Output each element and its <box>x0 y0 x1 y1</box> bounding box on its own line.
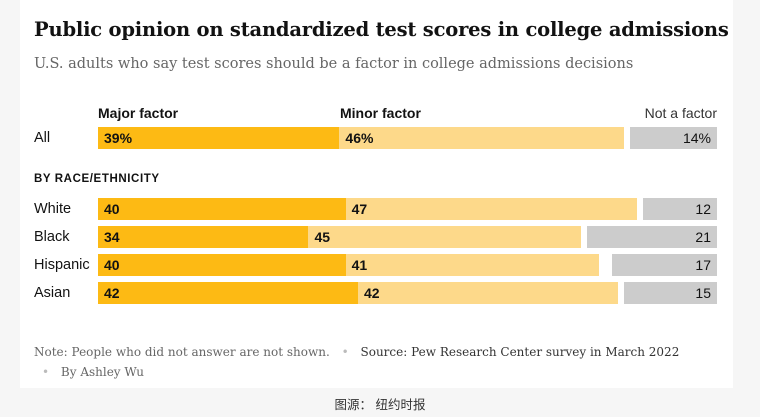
major-factor-bar: 40 <box>98 198 346 220</box>
category-label: Asian <box>34 285 71 301</box>
data-label: 41 <box>351 257 368 273</box>
category-label: Black <box>34 229 70 245</box>
data-label: 42 <box>363 285 380 301</box>
not-a-factor-bar: 12 <box>642 198 717 220</box>
data-label: 34 <box>104 229 120 245</box>
data-label: 40 <box>104 201 120 217</box>
data-label: 21 <box>695 229 711 245</box>
minor-factor-bar: 47 <box>345 198 637 220</box>
category-label: All <box>34 130 51 146</box>
chart-card: Public opinion on standardized test scor… <box>20 0 733 388</box>
bar-row-asian: Asian 42 42 15 <box>20 282 733 304</box>
not-a-factor-bar: 14% <box>630 127 717 149</box>
legend-minor-factor: Minor factor <box>340 105 421 121</box>
minor-factor-bar: 45 <box>308 226 581 248</box>
data-label: 39% <box>104 130 133 146</box>
not-a-factor-bar: 15 <box>624 282 717 304</box>
legend-major-factor: Major factor <box>98 105 179 121</box>
bar-row-hispanic: Hispanic 40 41 17 <box>20 254 733 276</box>
data-label: 12 <box>695 201 711 217</box>
not-a-factor-bar: 21 <box>587 226 717 248</box>
data-label: 47 <box>351 201 368 217</box>
major-factor-bar: 40 <box>98 254 346 276</box>
data-label: 40 <box>104 257 120 273</box>
source-text: Pew Research Center survey in March 2022 <box>411 345 680 359</box>
separator-dot: • <box>42 365 50 379</box>
byline: By Ashley Wu <box>60 365 144 379</box>
major-factor-bar: 42 <box>98 282 358 304</box>
data-label: 42 <box>104 285 120 301</box>
image-credit: 图源： 纽约时报 <box>334 398 426 412</box>
category-label: White <box>34 201 72 217</box>
data-label: 15 <box>695 285 711 301</box>
data-label: 46% <box>345 130 374 146</box>
note-label: Note: <box>34 345 68 359</box>
chart-subtitle: U.S. adults who say test scores should b… <box>34 56 634 72</box>
minor-factor-bar: 41 <box>345 254 600 276</box>
section-label: BY RACE/ETHNICITY <box>34 173 160 185</box>
source-label: Source: <box>360 345 408 359</box>
bar-row-white: White 40 47 12 <box>20 198 733 220</box>
bar-row-all: All 39% 46% 14% <box>20 127 733 149</box>
legend-not-a-factor: Not a factor <box>644 105 717 121</box>
not-a-factor-bar: 17 <box>611 254 717 276</box>
minor-factor-bar: 42 <box>357 282 618 304</box>
separator-dot: • <box>341 345 349 359</box>
minor-factor-bar: 46% <box>339 127 625 149</box>
chart-title: Public opinion on standardized test scor… <box>34 18 729 41</box>
data-label: 14% <box>682 130 711 146</box>
note-text: People who did not answer are not shown. <box>71 345 330 359</box>
category-label: Hispanic <box>34 257 90 273</box>
major-factor-bar: 39% <box>98 127 340 149</box>
data-label: 45 <box>314 229 331 245</box>
major-factor-bar: 34 <box>98 226 309 248</box>
data-label: 17 <box>695 257 711 273</box>
chart-note: Note: People who did not answer are not … <box>34 342 694 382</box>
bar-row-black: Black 34 45 21 <box>20 226 733 248</box>
